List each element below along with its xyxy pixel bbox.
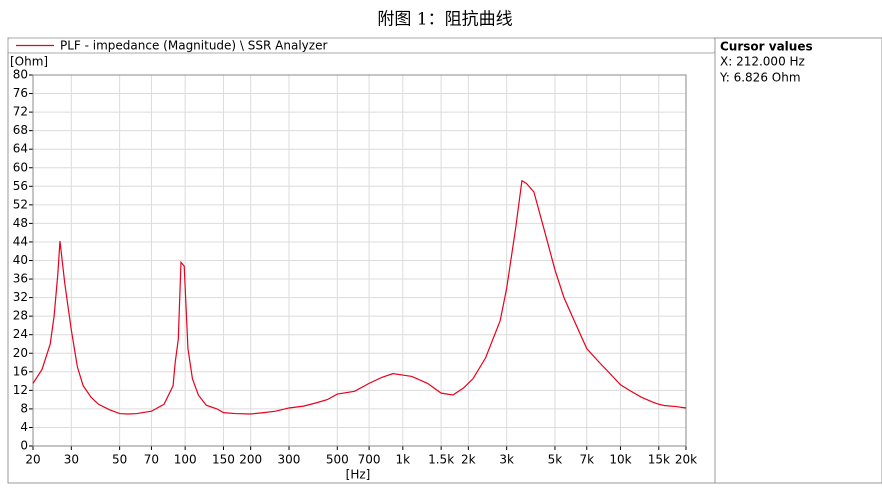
y-tick-label: 4 (20, 420, 28, 434)
x-tick-label: 7k (579, 453, 594, 467)
x-tick-label: 100 (174, 453, 197, 467)
x-tick-label: 150 (212, 453, 235, 467)
x-tick-label: 500 (326, 453, 349, 467)
x-tick-label: 50 (112, 453, 127, 467)
y-tick-label: 60 (13, 160, 28, 174)
x-tick-label: 10k (609, 453, 631, 467)
y-tick-label: 32 (13, 290, 28, 304)
y-tick-label: 24 (13, 327, 28, 341)
x-tick-label: 5k (548, 453, 563, 467)
x-tick-label: 15k (648, 453, 670, 467)
cursor-title: Cursor values (720, 40, 813, 54)
x-tick-label: 200 (239, 453, 262, 467)
cursor-y: Y: 6.826 Ohm (719, 71, 801, 85)
y-tick-label: 0 (20, 439, 28, 453)
y-tick-label: 76 (13, 86, 28, 100)
x-tick-label: 2k (461, 453, 476, 467)
chart-title: 附图 1：阻抗曲线 (377, 10, 512, 30)
x-tick-label: 700 (358, 453, 381, 467)
x-tick-label: 30 (64, 453, 79, 467)
x-tick-label: 20k (675, 453, 697, 467)
y-tick-label: 40 (13, 253, 28, 267)
y-tick-label: 72 (13, 105, 28, 119)
x-tick-label: 70 (144, 453, 159, 467)
y-tick-label: 44 (13, 234, 28, 248)
y-tick-label: 56 (13, 179, 28, 193)
legend-label: PLF - impedance (Magnitude) \ SSR Analyz… (60, 39, 327, 53)
x-tick-label: 20 (25, 453, 40, 467)
x-tick-label: 300 (278, 453, 301, 467)
x-tick-label: 1k (396, 453, 411, 467)
y-tick-label: 80 (13, 68, 28, 82)
cursor-panel (714, 37, 882, 484)
y-axis-label: [Ohm] (10, 55, 48, 69)
y-tick-label: 36 (13, 272, 28, 286)
x-axis-label: [Hz] (346, 468, 371, 482)
y-tick-label: 68 (13, 123, 28, 137)
cursor-x: X: 212.000 Hz (720, 55, 805, 69)
series-line (32, 179, 687, 415)
y-tick-label: 52 (13, 197, 28, 211)
y-tick-label: 16 (13, 364, 28, 378)
x-tick-label: 3k (499, 453, 514, 467)
plot-border (32, 74, 687, 447)
y-tick-label: 64 (13, 142, 28, 156)
y-tick-label: 48 (13, 216, 28, 230)
y-tick-label: 8 (20, 401, 28, 415)
y-tick-label: 28 (13, 309, 28, 323)
y-tick-label: 12 (13, 383, 28, 397)
y-tick-label: 20 (13, 346, 28, 360)
x-tick-label: 1.5k (428, 453, 454, 467)
